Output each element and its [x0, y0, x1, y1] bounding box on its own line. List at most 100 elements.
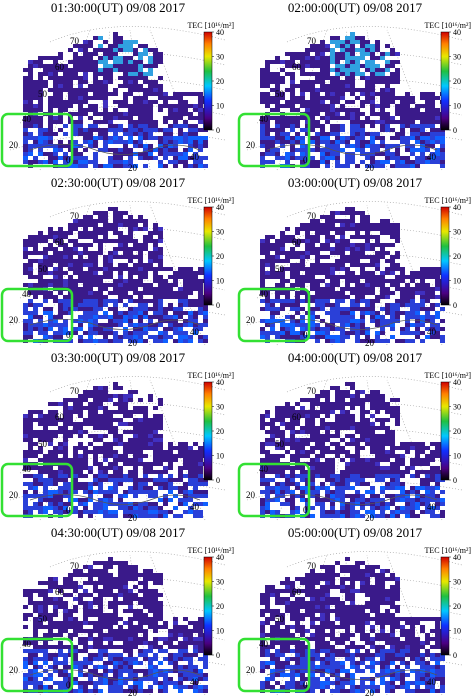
- tec-pixel: [290, 267, 295, 271]
- tec-pixel: [390, 434, 395, 438]
- tec-pixel: [325, 466, 330, 470]
- tec-pixel: [108, 331, 113, 335]
- tec-pixel: [33, 645, 38, 649]
- tec-pixel: [335, 510, 340, 514]
- tec-pixel: [83, 390, 88, 394]
- tec-pixel: [33, 681, 38, 685]
- tec-pixel: [188, 462, 193, 466]
- tec-pixel: [113, 68, 118, 72]
- tec-pixel: [123, 160, 128, 164]
- tec-pixel: [63, 88, 68, 92]
- tec-pixel: [138, 267, 143, 271]
- tec-pixel: [188, 494, 193, 498]
- tec-pixel: [193, 271, 198, 275]
- tec-pixel: [390, 482, 395, 486]
- tec-pixel: [260, 72, 265, 76]
- tec-pixel: [123, 394, 128, 398]
- tec-pixel: [315, 72, 320, 76]
- tec-pixel: [153, 275, 158, 279]
- tec-pixel: [340, 402, 345, 406]
- tec-pixel: [340, 410, 345, 414]
- tec-pixel: [380, 152, 385, 156]
- tec-pixel: [325, 291, 330, 295]
- tec-pixel: [370, 227, 375, 231]
- tec-pixel: [260, 426, 265, 430]
- colorbar-label: TEC [10¹⁶/m²]: [188, 196, 235, 205]
- tec-pixel: [400, 446, 405, 450]
- tec-pixel: [325, 410, 330, 414]
- tec-pixel: [38, 120, 43, 124]
- tec-pixel: [143, 219, 148, 223]
- tec-pixel: [128, 470, 133, 474]
- tec-pixel: [375, 48, 380, 52]
- tec-pixel: [38, 609, 43, 613]
- tec-pixel: [143, 486, 148, 490]
- tec-pixel: [118, 100, 123, 104]
- tec-pixel: [168, 482, 173, 486]
- tec-pixel: [98, 470, 103, 474]
- tec-pixel: [128, 295, 133, 299]
- tec-pixel: [108, 454, 113, 458]
- tec-pixel: [43, 283, 48, 287]
- tec-pixel: [400, 454, 405, 458]
- tec-pixel: [325, 56, 330, 60]
- tec-pixel: [355, 263, 360, 267]
- tec-pixel: [143, 267, 148, 271]
- tec-pixel: [33, 482, 38, 486]
- tec-pixel: [440, 148, 445, 152]
- tec-pixel: [153, 450, 158, 454]
- tec-pixel: [330, 426, 335, 430]
- tec-pixel: [98, 426, 103, 430]
- tec-pixel: [128, 116, 133, 120]
- tec-pixel: [270, 426, 275, 430]
- tec-pixel: [290, 315, 295, 319]
- tec-pixel: [295, 466, 300, 470]
- tec-pixel: [375, 398, 380, 402]
- tec-pixel: [355, 108, 360, 112]
- tec-pixel: [108, 267, 113, 271]
- tec-pixel: [188, 287, 193, 291]
- tec-pixel: [148, 116, 153, 120]
- tec-pixel: [103, 426, 108, 430]
- tec-pixel: [280, 267, 285, 271]
- tec-pixel: [330, 152, 335, 156]
- tec-pixel: [360, 40, 365, 44]
- tec-pixel: [28, 593, 33, 597]
- tec-pixel: [38, 96, 43, 100]
- coastline: [266, 319, 438, 330]
- tec-pixel: [330, 52, 335, 56]
- tec-pixel: [53, 156, 58, 160]
- tec-pixel: [193, 299, 198, 303]
- tec-pixel: [188, 291, 193, 295]
- tec-pixel: [133, 462, 138, 466]
- tec-pixel: [143, 120, 148, 124]
- tec-pixel: [113, 382, 118, 386]
- tec-pixel: [335, 156, 340, 160]
- tec-pixel: [58, 255, 63, 259]
- tec-pixel: [430, 303, 435, 307]
- tec-pixel: [330, 215, 335, 219]
- tec-pixel: [33, 92, 38, 96]
- tec-pixel: [88, 116, 93, 120]
- tec-pixel: [360, 36, 365, 40]
- tec-pixel: [188, 506, 193, 510]
- lon-label: 20: [128, 513, 138, 523]
- tec-pixel: [315, 132, 320, 136]
- graticule: [49, 26, 226, 43]
- tec-pixel: [290, 319, 295, 323]
- tec-pixel: [330, 502, 335, 506]
- tec-pixel: [138, 319, 143, 323]
- tec-pixel: [103, 327, 108, 331]
- map-panel: 04:00:00(UT) 09/08 2017706050402002040TE…: [237, 350, 471, 523]
- tec-pixel: [310, 267, 315, 271]
- tec-pixel: [370, 402, 375, 406]
- tec-pixel: [148, 84, 153, 88]
- tec-pixel: [270, 430, 275, 434]
- tec-pixel: [178, 140, 183, 144]
- tec-pixel: [275, 124, 280, 128]
- tec-pixel: [113, 164, 118, 168]
- tec-pixel: [265, 235, 270, 239]
- tec-pixel: [320, 426, 325, 430]
- tec-pixel: [385, 124, 390, 128]
- tec-pixel: [350, 235, 355, 239]
